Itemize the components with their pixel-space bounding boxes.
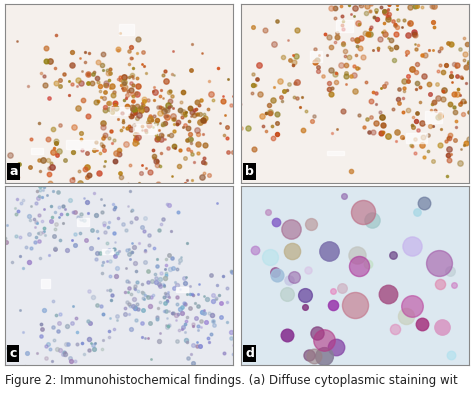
Text: c: c [9, 347, 17, 360]
Text: b: b [245, 165, 254, 178]
Bar [119, 24, 134, 35]
Bar [109, 107, 129, 115]
Bar [41, 279, 50, 288]
Bar [336, 20, 353, 32]
Bar [65, 139, 99, 148]
Bar [406, 133, 428, 143]
Text: a: a [9, 165, 18, 178]
Bar [425, 111, 442, 123]
Bar [328, 151, 344, 155]
Bar [310, 51, 322, 63]
Bar [176, 287, 188, 292]
Text: d: d [245, 347, 254, 360]
Bar [102, 249, 113, 254]
Text: Figure 2: Immunohistochemical findings. (a) Diffuse cytoplasmic staining wit: Figure 2: Immunohistochemical findings. … [5, 374, 457, 387]
Bar [31, 148, 44, 154]
Bar [77, 218, 89, 226]
Bar [133, 124, 156, 135]
